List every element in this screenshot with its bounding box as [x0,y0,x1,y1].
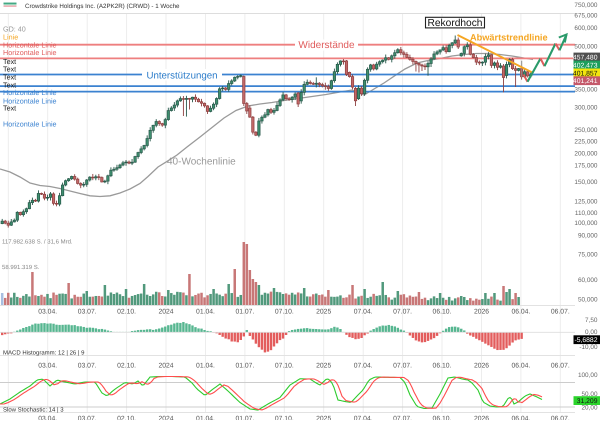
svg-text:2024: 2024 [158,416,173,420]
svg-text:2026: 2026 [474,416,489,420]
svg-text:200,000: 200,000 [574,150,598,157]
svg-text:01.07.: 01.07. [235,308,254,315]
svg-text:07.10.: 07.10. [275,416,294,420]
svg-text:MACD Histogramm: 12 | 26 | 9: MACD Histogramm: 12 | 26 | 9 [3,350,85,357]
svg-text:02.10.: 02.10. [117,416,136,420]
svg-text:2026: 2026 [474,363,489,370]
svg-text:06.10.: 06.10. [433,416,452,420]
svg-text:2025: 2025 [316,363,331,370]
svg-text:675,000: 675,000 [574,12,598,19]
svg-text:03.04.: 03.04. [38,416,57,420]
svg-text:07.04.: 07.04. [354,308,373,315]
svg-text:-10,00: -10,00 [579,344,598,351]
svg-text:110,000: 110,000 [575,210,598,217]
svg-text:07.10.: 07.10. [275,363,294,370]
svg-text:Widerstände: Widerstände [298,40,355,51]
svg-text:100,00: 100,00 [578,372,598,379]
svg-text:150,000: 150,000 [574,179,598,186]
svg-text:Crowdstrike Holdings Inc. (A2P: Crowdstrike Holdings Inc. (A2PK2R) (CRWD… [25,3,180,10]
svg-text:75,000: 75,000 [578,252,598,259]
svg-text:03.07.: 03.07. [78,308,97,315]
svg-text:60,000: 60,000 [578,277,598,284]
svg-text:01.07.: 01.07. [235,363,254,370]
svg-text:06.10.: 06.10. [433,363,452,370]
svg-text:Horizontale Linie: Horizontale Linie [3,120,57,129]
svg-text:Text: Text [3,104,16,113]
svg-text:2025: 2025 [316,416,331,420]
svg-text:Rekordhoch: Rekordhoch [428,18,483,29]
svg-text:07.07.: 07.07. [393,308,412,315]
svg-text:90,000: 90,000 [578,232,598,239]
svg-text:457,480: 457,480 [573,54,598,61]
svg-text:300,000: 300,000 [574,104,598,111]
svg-text:Abwärtstrendlinie: Abwärtstrendlinie [470,32,548,42]
svg-text:02.10.: 02.10. [117,363,136,370]
svg-text:03.04.: 03.04. [38,363,57,370]
svg-text:07.07.: 07.07. [393,416,412,420]
svg-text:750,000: 750,000 [574,2,598,9]
svg-text:07.04.: 07.04. [354,363,373,370]
svg-text:58.991.319 S.: 58.991.319 S. [2,264,40,271]
svg-text:250,000: 250,000 [574,127,598,134]
svg-text:500,000: 500,000 [574,43,598,50]
svg-text:07.10.: 07.10. [275,308,294,315]
svg-text:600,000: 600,000 [574,25,598,32]
svg-text:07.07.: 07.07. [393,363,412,370]
svg-text:100,000: 100,000 [574,220,598,227]
svg-text:Horizontale Linie: Horizontale Linie [3,48,57,57]
svg-text:350,000: 350,000 [574,86,598,93]
svg-text:31,209: 31,209 [577,398,598,405]
svg-text:401,857: 401,857 [573,70,598,77]
svg-text:06.04.: 06.04. [511,308,530,315]
svg-text:03.07.: 03.07. [78,363,97,370]
svg-text:03.07.: 03.07. [78,416,97,420]
svg-text:125,000: 125,000 [574,198,598,205]
svg-text:50,000: 50,000 [578,296,598,303]
svg-text:Unterstützungen: Unterstützungen [146,70,217,81]
svg-text:175,000: 175,000 [574,162,598,169]
svg-text:2025: 2025 [316,308,331,315]
svg-text:01.04.: 01.04. [196,308,215,315]
svg-text:01.07.: 01.07. [235,416,254,420]
svg-text:20,00: 20,00 [582,404,598,411]
svg-text:06.04.: 06.04. [511,363,530,370]
svg-text:2024: 2024 [158,308,173,315]
svg-text:401,241: 401,241 [573,78,598,85]
svg-text:06.07.: 06.07. [551,416,570,420]
svg-text:03.04.: 03.04. [38,308,57,315]
svg-text:117.982.638 S. / 31,6 Mrd.: 117.982.638 S. / 31,6 Mrd. [2,239,73,246]
svg-text:-5,6882: -5,6882 [574,337,597,344]
svg-text:01.04.: 01.04. [196,416,215,420]
svg-text:40-Wochenlinie: 40-Wochenlinie [167,157,236,168]
svg-text:0,00: 0,00 [585,329,598,336]
svg-text:06.10.: 06.10. [433,308,452,315]
svg-text:225,000: 225,000 [574,138,598,145]
svg-text:2026: 2026 [474,308,489,315]
svg-text:Slow Stochastic: 14 | 3: Slow Stochastic: 14 | 3 [3,407,64,414]
svg-text:06.04.: 06.04. [511,416,530,420]
svg-text:7,50: 7,50 [585,317,598,324]
svg-text:07.04.: 07.04. [354,416,373,420]
svg-text:01.04.: 01.04. [196,363,215,370]
svg-text:06.07.: 06.07. [551,308,570,315]
svg-text:2024: 2024 [158,363,173,370]
svg-text:02.10.: 02.10. [117,308,136,315]
svg-text:402,473: 402,473 [573,62,598,69]
svg-text:06.07.: 06.07. [551,363,570,370]
